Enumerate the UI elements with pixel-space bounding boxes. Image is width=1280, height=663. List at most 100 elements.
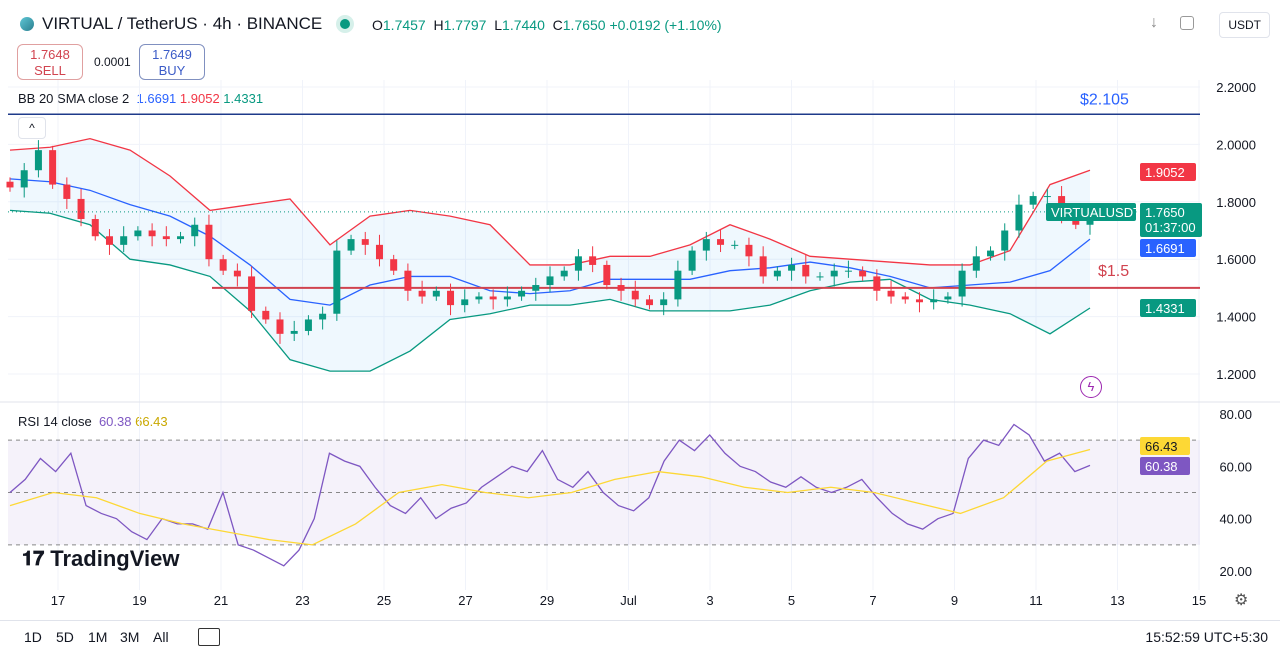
- candle: [930, 299, 938, 303]
- candle: [702, 239, 710, 251]
- bottom-toolbar: [0, 620, 1280, 663]
- rsi-ma-tag-text: 66.43: [1145, 439, 1178, 454]
- candle: [6, 181, 14, 188]
- candle: [347, 239, 355, 251]
- candle: [34, 150, 42, 171]
- candle: [560, 270, 568, 277]
- price-chart[interactable]: 2.2000 2.0000 1.8000 1.6000 1.4000 1.2000 17 19…: [0, 0, 1280, 620]
- rsi-legend[interactable]: RSI 14 close 60.38 66.43: [18, 414, 168, 429]
- rsi-line: [9, 423, 1091, 567]
- rsi-ma-line: [9, 448, 1091, 546]
- tf-5d[interactable]: 5D: [56, 629, 74, 645]
- candle: [20, 170, 28, 188]
- last-price-tag: [1140, 203, 1202, 237]
- candle: [191, 224, 199, 237]
- bb-lower-line: [9, 209, 1091, 372]
- candle: [390, 259, 398, 271]
- bb-basis-tag: [1140, 239, 1196, 257]
- tradingview-logo: 𝟏𝟕 TradingView: [22, 546, 180, 571]
- x-tick-label: Jul: [620, 593, 637, 608]
- symbol-tag-text: VIRTUALUSDT: [1051, 205, 1141, 220]
- candle: [105, 236, 113, 245]
- x-tick-label: 13: [1110, 593, 1124, 608]
- ohlc-values: O1.7457 H1.7797 L1.7440 C1.7650 +0.0192 …: [372, 17, 722, 33]
- buy-button[interactable]: 1.7649 BUY: [139, 44, 205, 80]
- bb-upper-tag-text: 1.9052: [1145, 165, 1185, 180]
- symbol-title[interactable]: VIRTUAL / TetherUS · 4h · BINANCE: [20, 14, 351, 34]
- candle: [958, 270, 966, 297]
- candle: [972, 256, 980, 271]
- candle: [404, 270, 412, 291]
- candle: [901, 296, 909, 300]
- candle: [304, 319, 312, 331]
- candle: [432, 290, 440, 297]
- symbol-name: VIRTUAL / TetherUS · 4h · BINANCE: [42, 14, 323, 33]
- candle: [859, 270, 867, 277]
- candle: [262, 310, 270, 320]
- tv-logo-icon: 𝟏𝟕: [22, 547, 45, 570]
- last-price-tag-text: 01:37:00: [1145, 220, 1196, 235]
- clock: 15:52:59 UTC+5:30: [1145, 629, 1268, 645]
- candle: [773, 270, 781, 277]
- bb-fill: [10, 138, 1090, 372]
- price-tick-label: 2.0000: [1216, 137, 1256, 152]
- bb-lower-tag-text: 1.4331: [1145, 301, 1185, 316]
- x-tick-label: 25: [377, 593, 391, 608]
- candle: [645, 299, 653, 306]
- price-tick-label: 2.2000: [1216, 80, 1256, 95]
- candle: [873, 276, 881, 291]
- x-tick-label: 17: [51, 593, 65, 608]
- candle: [731, 244, 739, 246]
- x-tick-label: 29: [540, 593, 554, 608]
- x-tick-label: 15: [1192, 593, 1206, 608]
- candle: [688, 250, 696, 271]
- spread: 0.0001: [94, 55, 131, 69]
- candle: [91, 219, 99, 237]
- candle: [290, 330, 298, 334]
- bb-legend[interactable]: BB 20 SMA close 2 1.6691 1.9052 1.4331: [18, 91, 264, 106]
- candle: [717, 239, 725, 245]
- candle: [660, 299, 668, 306]
- candle: [759, 256, 767, 277]
- candle: [915, 299, 923, 303]
- candle: [631, 290, 639, 300]
- tf-1m[interactable]: 1M: [88, 629, 108, 645]
- x-tick-label: 9: [951, 593, 958, 608]
- candle: [944, 296, 952, 300]
- candle: [1001, 230, 1009, 251]
- candle: [248, 276, 256, 311]
- candle: [475, 296, 483, 300]
- x-tick-label: 5: [788, 593, 795, 608]
- currency-select[interactable]: USDT: [1219, 12, 1270, 38]
- price-tick-label: 1.8000: [1216, 195, 1256, 210]
- collapse-legend-button[interactable]: ^: [18, 117, 46, 139]
- line-label: $1.5: [1098, 263, 1129, 280]
- candle: [1015, 204, 1023, 231]
- candle: [333, 250, 341, 314]
- fullscreen-icon[interactable]: [1180, 16, 1194, 30]
- candle: [532, 285, 540, 291]
- rsi-ma-tag: [1140, 437, 1190, 455]
- candle: [77, 198, 85, 220]
- candle: [816, 276, 824, 278]
- price-tick-label: 1.2000: [1216, 367, 1256, 382]
- sell-button[interactable]: 1.7648 SELL: [17, 44, 83, 80]
- candle: [745, 244, 753, 257]
- market-open-dot-icon: [340, 19, 351, 29]
- settings-gear-icon[interactable]: ⚙: [1234, 592, 1249, 609]
- tf-3m[interactable]: 3M: [120, 629, 140, 645]
- line-label: $2.105: [1080, 91, 1129, 108]
- bb-upper-line: [9, 137, 1091, 266]
- tf-all[interactable]: All: [153, 629, 169, 645]
- date-range-icon[interactable]: [198, 628, 220, 646]
- lightning-icon[interactable]: ϟ: [1080, 376, 1102, 398]
- download-icon[interactable]: ↓: [1150, 14, 1158, 31]
- candle: [574, 256, 582, 271]
- rsi-tick-label: 20.00: [1219, 564, 1252, 579]
- candle: [603, 264, 611, 286]
- price-tick-label: 1.6000: [1216, 252, 1256, 267]
- candle: [802, 264, 810, 277]
- candle: [120, 236, 128, 245]
- candle: [503, 296, 511, 300]
- tf-1d[interactable]: 1D: [24, 629, 42, 645]
